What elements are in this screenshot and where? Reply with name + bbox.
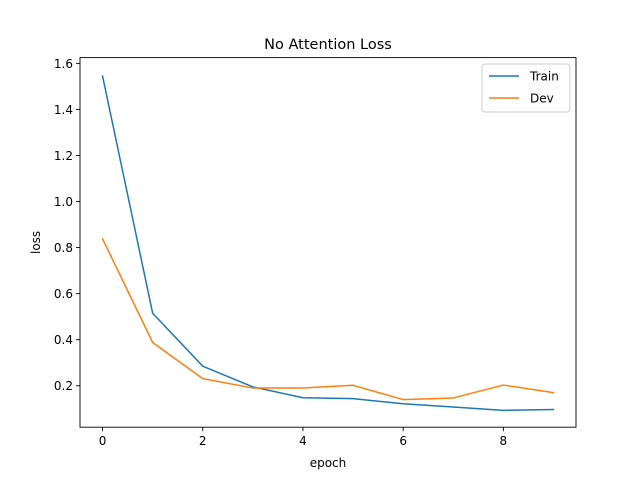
series-line-dev [101, 237, 555, 401]
legend-label-train: Train [529, 70, 559, 84]
plot-frame [79, 57, 577, 428]
y-tick-label: 0.4 [54, 333, 73, 347]
x-tick-label: 8 [500, 434, 508, 448]
series-layer [101, 75, 555, 412]
y-tick-label: 1.2 [54, 149, 73, 163]
x-axis: 0 2 4 6 8 [99, 427, 507, 448]
y-tick-label: 0.2 [54, 379, 73, 393]
x-tick-label: 4 [299, 434, 307, 448]
chart-title: No Attention Loss [264, 37, 392, 53]
y-tick-label: 1.4 [54, 103, 73, 117]
y-tick-label: 1.0 [54, 195, 73, 209]
y-tick-label: 0.8 [54, 241, 73, 255]
x-axis-label: epoch [310, 456, 347, 470]
legend-label-dev: Dev [530, 92, 554, 106]
series-line-train [101, 75, 555, 412]
legend: Train Dev [481, 63, 571, 113]
y-tick-label: 0.6 [54, 287, 73, 301]
y-axis: 0.2 0.4 0.6 0.8 1.0 1.2 1.4 1.6 [54, 57, 80, 393]
x-tick-label: 0 [99, 434, 107, 448]
y-axis-label: loss [29, 231, 43, 254]
x-tick-label: 2 [199, 434, 207, 448]
y-tick-label: 1.6 [54, 57, 73, 71]
x-tick-label: 6 [399, 434, 407, 448]
